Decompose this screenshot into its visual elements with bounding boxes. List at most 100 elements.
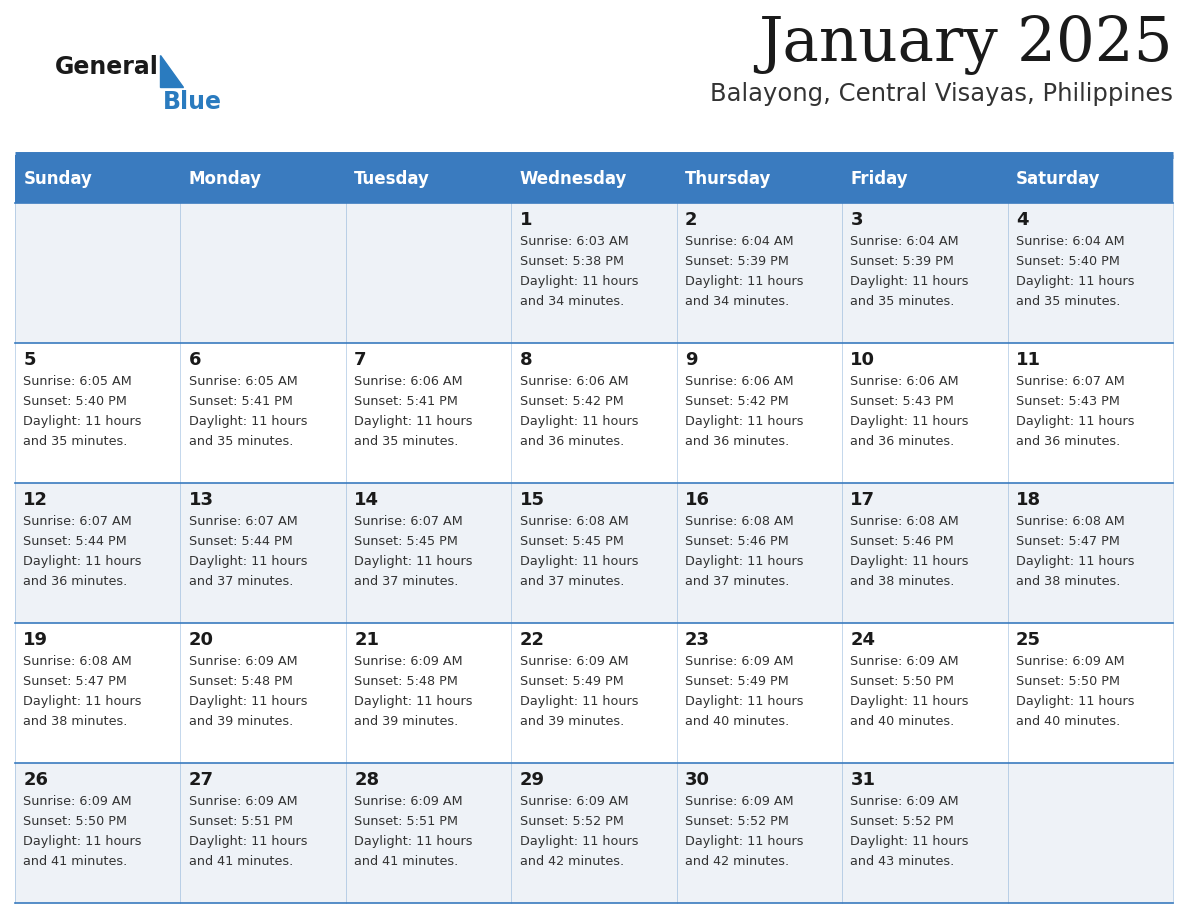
Text: Sunset: 5:46 PM: Sunset: 5:46 PM: [685, 535, 789, 548]
Text: and 34 minutes.: and 34 minutes.: [519, 295, 624, 308]
Text: Sunset: 5:38 PM: Sunset: 5:38 PM: [519, 255, 624, 268]
Text: 29: 29: [519, 771, 544, 789]
Text: Sunrise: 6:09 AM: Sunrise: 6:09 AM: [354, 795, 463, 808]
Text: Daylight: 11 hours: Daylight: 11 hours: [24, 555, 141, 568]
Text: 16: 16: [685, 491, 710, 509]
Bar: [15, 483, 1173, 623]
Text: Daylight: 11 hours: Daylight: 11 hours: [354, 695, 473, 708]
Text: Sunrise: 6:08 AM: Sunrise: 6:08 AM: [1016, 515, 1125, 528]
Text: and 34 minutes.: and 34 minutes.: [685, 295, 789, 308]
Text: Sunset: 5:42 PM: Sunset: 5:42 PM: [685, 395, 789, 408]
Text: Sunrise: 6:09 AM: Sunrise: 6:09 AM: [685, 655, 794, 668]
Text: Daylight: 11 hours: Daylight: 11 hours: [519, 835, 638, 848]
Text: 22: 22: [519, 631, 544, 649]
Bar: [1007, 155, 1173, 203]
Text: and 36 minutes.: and 36 minutes.: [519, 435, 624, 448]
Text: Sunset: 5:49 PM: Sunset: 5:49 PM: [685, 675, 789, 688]
Text: Sunset: 5:50 PM: Sunset: 5:50 PM: [851, 675, 954, 688]
Text: Daylight: 11 hours: Daylight: 11 hours: [519, 555, 638, 568]
Text: Sunset: 5:52 PM: Sunset: 5:52 PM: [851, 815, 954, 828]
Text: Sunrise: 6:07 AM: Sunrise: 6:07 AM: [189, 515, 297, 528]
Bar: [346, 155, 511, 203]
Text: Daylight: 11 hours: Daylight: 11 hours: [189, 555, 308, 568]
Text: Sunrise: 6:06 AM: Sunrise: 6:06 AM: [851, 375, 959, 388]
Text: Sunset: 5:48 PM: Sunset: 5:48 PM: [354, 675, 459, 688]
Text: Sunset: 5:47 PM: Sunset: 5:47 PM: [24, 675, 127, 688]
Text: Sunset: 5:41 PM: Sunset: 5:41 PM: [189, 395, 292, 408]
Text: 3: 3: [851, 211, 862, 229]
Text: 20: 20: [189, 631, 214, 649]
Text: Sunrise: 6:08 AM: Sunrise: 6:08 AM: [685, 515, 794, 528]
Text: and 37 minutes.: and 37 minutes.: [354, 575, 459, 588]
Text: and 40 minutes.: and 40 minutes.: [685, 715, 789, 728]
Text: and 39 minutes.: and 39 minutes.: [354, 715, 459, 728]
Text: Sunrise: 6:08 AM: Sunrise: 6:08 AM: [851, 515, 959, 528]
Text: Wednesday: Wednesday: [519, 170, 627, 188]
Text: 30: 30: [685, 771, 710, 789]
Text: Sunset: 5:51 PM: Sunset: 5:51 PM: [189, 815, 292, 828]
Text: Daylight: 11 hours: Daylight: 11 hours: [1016, 275, 1135, 288]
Text: Sunrise: 6:08 AM: Sunrise: 6:08 AM: [519, 515, 628, 528]
Text: Sunset: 5:40 PM: Sunset: 5:40 PM: [24, 395, 127, 408]
Text: Daylight: 11 hours: Daylight: 11 hours: [685, 275, 803, 288]
Text: Sunset: 5:41 PM: Sunset: 5:41 PM: [354, 395, 459, 408]
Text: Sunrise: 6:09 AM: Sunrise: 6:09 AM: [519, 655, 628, 668]
Text: 7: 7: [354, 351, 367, 369]
Text: Sunset: 5:52 PM: Sunset: 5:52 PM: [685, 815, 789, 828]
Text: 19: 19: [24, 631, 49, 649]
Text: Sunset: 5:39 PM: Sunset: 5:39 PM: [685, 255, 789, 268]
Text: Sunset: 5:39 PM: Sunset: 5:39 PM: [851, 255, 954, 268]
Text: Daylight: 11 hours: Daylight: 11 hours: [685, 835, 803, 848]
Text: and 38 minutes.: and 38 minutes.: [1016, 575, 1120, 588]
Text: and 35 minutes.: and 35 minutes.: [354, 435, 459, 448]
Text: and 35 minutes.: and 35 minutes.: [189, 435, 293, 448]
Text: Blue: Blue: [163, 90, 222, 114]
Text: and 36 minutes.: and 36 minutes.: [1016, 435, 1120, 448]
Text: and 37 minutes.: and 37 minutes.: [189, 575, 293, 588]
Text: 4: 4: [1016, 211, 1029, 229]
Text: Sunset: 5:52 PM: Sunset: 5:52 PM: [519, 815, 624, 828]
Text: Sunday: Sunday: [24, 170, 93, 188]
Text: and 43 minutes.: and 43 minutes.: [851, 855, 955, 868]
Text: Sunrise: 6:08 AM: Sunrise: 6:08 AM: [24, 655, 132, 668]
Bar: [842, 155, 1007, 203]
Text: and 38 minutes.: and 38 minutes.: [851, 575, 955, 588]
Text: Daylight: 11 hours: Daylight: 11 hours: [851, 835, 969, 848]
Text: Sunrise: 6:04 AM: Sunrise: 6:04 AM: [851, 235, 959, 248]
Text: 27: 27: [189, 771, 214, 789]
Text: Daylight: 11 hours: Daylight: 11 hours: [354, 555, 473, 568]
Text: Sunset: 5:45 PM: Sunset: 5:45 PM: [519, 535, 624, 548]
Text: Daylight: 11 hours: Daylight: 11 hours: [354, 835, 473, 848]
Bar: [15, 763, 1173, 903]
Text: Daylight: 11 hours: Daylight: 11 hours: [354, 415, 473, 428]
Text: and 35 minutes.: and 35 minutes.: [851, 295, 955, 308]
Text: Sunrise: 6:06 AM: Sunrise: 6:06 AM: [519, 375, 628, 388]
Text: 21: 21: [354, 631, 379, 649]
Text: 11: 11: [1016, 351, 1041, 369]
Text: 9: 9: [685, 351, 697, 369]
Text: Daylight: 11 hours: Daylight: 11 hours: [519, 275, 638, 288]
Text: 12: 12: [24, 491, 49, 509]
Text: Monday: Monday: [189, 170, 261, 188]
Text: Daylight: 11 hours: Daylight: 11 hours: [519, 415, 638, 428]
Text: Daylight: 11 hours: Daylight: 11 hours: [189, 415, 308, 428]
Text: and 36 minutes.: and 36 minutes.: [685, 435, 789, 448]
Text: Sunset: 5:51 PM: Sunset: 5:51 PM: [354, 815, 459, 828]
Bar: [15, 623, 1173, 763]
Text: and 37 minutes.: and 37 minutes.: [519, 575, 624, 588]
Bar: [181, 155, 346, 203]
Text: 24: 24: [851, 631, 876, 649]
Text: Sunset: 5:44 PM: Sunset: 5:44 PM: [24, 535, 127, 548]
Text: 17: 17: [851, 491, 876, 509]
Text: Sunset: 5:45 PM: Sunset: 5:45 PM: [354, 535, 459, 548]
Text: Sunrise: 6:09 AM: Sunrise: 6:09 AM: [851, 655, 959, 668]
Text: Sunset: 5:50 PM: Sunset: 5:50 PM: [24, 815, 127, 828]
Text: 10: 10: [851, 351, 876, 369]
Text: Daylight: 11 hours: Daylight: 11 hours: [189, 695, 308, 708]
Text: Sunrise: 6:06 AM: Sunrise: 6:06 AM: [354, 375, 463, 388]
Text: and 41 minutes.: and 41 minutes.: [354, 855, 459, 868]
Text: Daylight: 11 hours: Daylight: 11 hours: [1016, 415, 1135, 428]
Text: and 39 minutes.: and 39 minutes.: [189, 715, 293, 728]
Text: Daylight: 11 hours: Daylight: 11 hours: [189, 835, 308, 848]
Text: and 35 minutes.: and 35 minutes.: [24, 435, 127, 448]
